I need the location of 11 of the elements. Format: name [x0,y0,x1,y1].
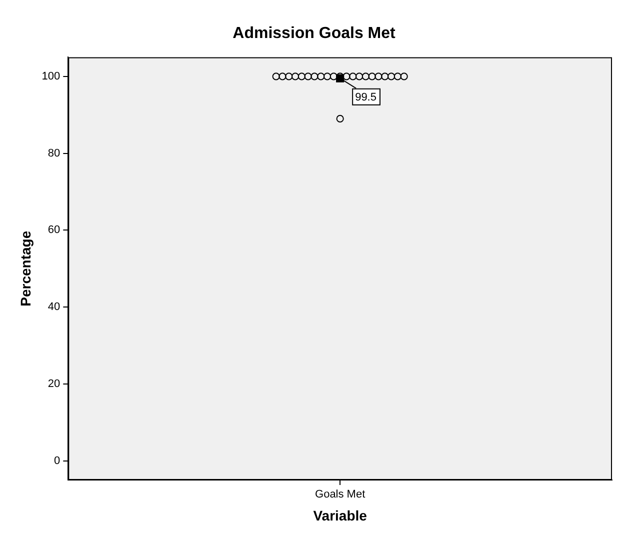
y-tick-label: 60 [48,224,60,236]
y-axis-title: Percentage [17,230,34,306]
y-tick-label: 20 [48,378,60,390]
y-tick-label: 100 [42,70,60,82]
y-tick-label: 80 [48,147,60,160]
data-label: 99.5 [355,91,376,104]
x-axis-title: Variable [313,507,368,524]
x-tick-label: Goals Met [315,488,366,501]
y-tick-label: 0 [54,454,60,467]
y-tick-label: 40 [48,301,60,314]
chart-title: Admission Goals Met [232,25,396,42]
